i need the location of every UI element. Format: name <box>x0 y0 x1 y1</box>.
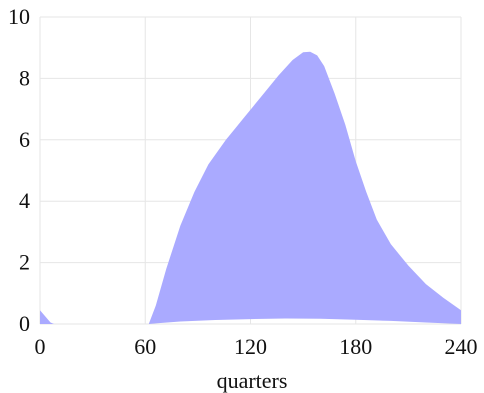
area-series <box>40 51 461 324</box>
y-tick-label: 6 <box>19 127 30 152</box>
area-band <box>40 51 461 324</box>
y-tick-label: 10 <box>8 4 30 29</box>
x-tick-label: 180 <box>339 334 372 359</box>
x-tick-label: 0 <box>35 334 46 359</box>
x-tick-label: 240 <box>445 334 478 359</box>
y-tick-label: 0 <box>19 311 30 336</box>
x-axis-title: quarters <box>217 368 288 393</box>
y-tick-label: 2 <box>19 250 30 275</box>
tick-labels: 0 60 120 180 240 0 2 4 6 8 10 <box>8 4 478 359</box>
x-tick-label: 120 <box>234 334 267 359</box>
y-tick-label: 8 <box>19 65 30 90</box>
x-tick-label: 60 <box>134 334 156 359</box>
y-tick-label: 4 <box>19 188 30 213</box>
